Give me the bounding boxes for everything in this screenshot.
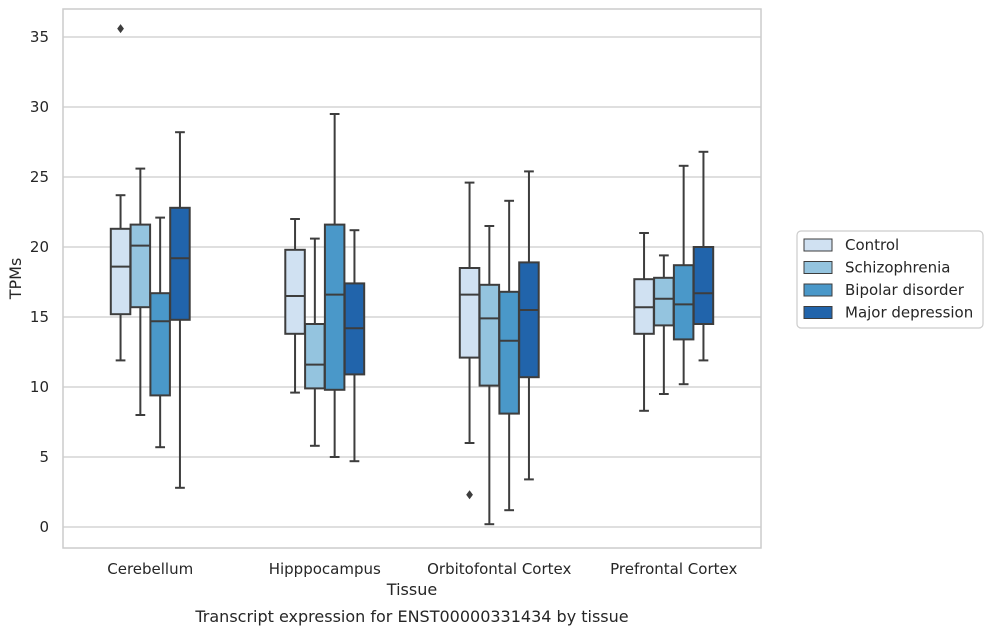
box-body [169,206,191,321]
legend-swatch [803,283,833,297]
box-major-depression [343,229,366,463]
y-tick-label: 10 [30,378,49,396]
box-major-depression [518,170,540,481]
box-body [129,223,152,309]
box-bipolar-disorder [149,216,171,449]
box-body [284,248,306,335]
box-body [518,261,540,379]
box-major-depression [169,131,191,489]
box-body [498,290,520,415]
x-axis-ticks: Cerebellum Hipppocampus Orbitofontal Corte… [107,560,737,578]
legend-swatch [803,238,833,252]
x-tick-label: Orbitofontal Cortex [427,560,571,578]
x-axis-label: Tissue [386,580,437,599]
box-body [149,292,171,397]
y-tick-label: 15 [30,308,49,326]
y-tick-label: 35 [30,28,49,46]
legend-label: Schizophrenia [845,259,950,277]
legend-label: Bipolar disorder [845,281,965,299]
legend-swatch [803,261,833,274]
plot-boxes [109,24,715,526]
legend-swatch [803,306,833,319]
legend: Control Schizophrenia Bipolar disorder Majo… [796,230,984,329]
box-control [633,232,655,412]
box-body [304,323,326,390]
box-bipolar-disorder [498,199,520,512]
legend-frame [796,230,984,329]
y-tick-label: 5 [39,448,49,466]
box-schizophrenia [129,167,152,416]
x-tick-label: Hipppocampus [269,560,381,578]
y-tick-label: 30 [30,98,49,116]
box-body [672,264,695,341]
box-control [284,218,306,394]
chart-caption: Transcript expression for ENST0000033143… [194,607,628,626]
box-body [653,276,675,327]
box-major-depression [692,150,715,362]
box-body [109,227,132,316]
box-bipolar-disorder [323,113,346,458]
y-tick-label: 0 [39,518,49,536]
x-tick-label: Prefrontal Cortex [610,560,737,578]
outlier-point [466,490,473,500]
box-bipolar-disorder [672,164,695,386]
box-control [458,181,481,500]
box-body [692,246,715,325]
y-tick-label: 20 [30,238,49,256]
legend-label: Major depression [845,304,973,322]
x-tick-label: Cerebellum [107,560,193,578]
legend-label: Control [845,236,899,254]
box-schizophrenia [653,254,675,395]
outlier-point [117,24,124,34]
y-axis-label: TPMs [6,258,25,301]
box-body [478,283,501,387]
box-body [323,223,346,391]
y-tick-label: 25 [30,168,49,186]
box-body [458,267,481,359]
box-schizophrenia [478,225,501,526]
box-control [109,24,132,362]
plot-frame [62,8,762,549]
box-schizophrenia [304,237,326,447]
y-axis-ticks: 0 5 10 15 20 25 30 35 [30,28,49,536]
